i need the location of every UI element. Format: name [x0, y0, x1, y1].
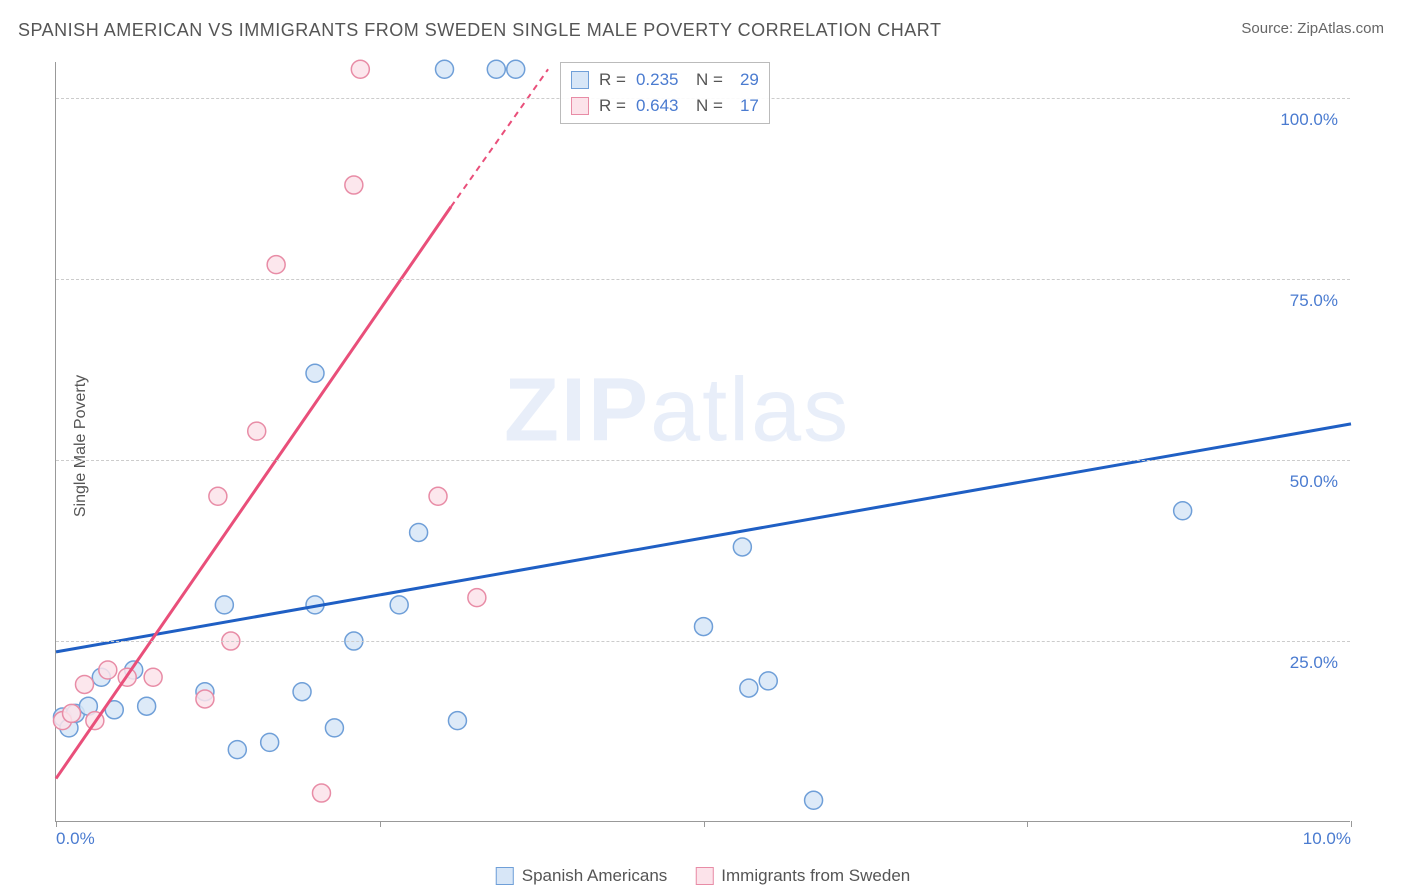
legend-swatch: [571, 97, 589, 115]
r-label: R =: [599, 67, 626, 93]
data-point: [215, 596, 233, 614]
legend-swatch: [695, 867, 713, 885]
series-legend: Spanish Americans Immigrants from Sweden: [496, 866, 910, 886]
data-point: [75, 675, 93, 693]
data-point: [759, 672, 777, 690]
data-point: [436, 60, 454, 78]
source-link[interactable]: ZipAtlas.com: [1297, 20, 1384, 37]
data-point: [695, 618, 713, 636]
n-value: 17: [733, 93, 759, 119]
data-point: [345, 176, 363, 194]
gridline: [56, 460, 1350, 461]
data-point: [351, 60, 369, 78]
data-point: [293, 683, 311, 701]
source-label: Source:: [1241, 20, 1297, 37]
source-attribution: Source: ZipAtlas.com: [1241, 20, 1384, 37]
y-tick-label: 50.0%: [1290, 472, 1338, 492]
r-value: 0.235: [636, 67, 686, 93]
y-tick-label: 100.0%: [1280, 110, 1338, 130]
trend-line-dashed: [451, 69, 548, 207]
n-value: 29: [733, 67, 759, 93]
stats-row: R = 0.235 N = 29: [571, 67, 759, 93]
data-point: [248, 422, 266, 440]
data-point: [805, 791, 823, 809]
legend-label: Immigrants from Sweden: [721, 866, 910, 885]
data-point: [740, 679, 758, 697]
data-point: [144, 668, 162, 686]
data-point: [410, 523, 428, 541]
data-point: [468, 589, 486, 607]
data-point: [196, 690, 214, 708]
data-point: [63, 704, 81, 722]
legend-swatch: [496, 867, 514, 885]
data-point: [448, 712, 466, 730]
stats-row: R = 0.643 N = 17: [571, 93, 759, 119]
gridline: [56, 641, 1350, 642]
data-point: [306, 364, 324, 382]
x-tick-mark: [704, 821, 705, 827]
data-point: [261, 733, 279, 751]
chart-title: SPANISH AMERICAN VS IMMIGRANTS FROM SWED…: [18, 20, 941, 41]
data-point: [228, 741, 246, 759]
n-label: N =: [696, 67, 723, 93]
x-tick-mark: [1027, 821, 1028, 827]
data-point: [138, 697, 156, 715]
legend-item: Immigrants from Sweden: [695, 866, 910, 886]
data-point: [209, 487, 227, 505]
x-tick-mark: [380, 821, 381, 827]
x-tick-mark: [56, 821, 57, 827]
stats-legend: R = 0.235 N = 29 R = 0.643 N = 17: [560, 62, 770, 124]
x-tick-label: 0.0%: [56, 829, 95, 849]
data-point: [507, 60, 525, 78]
r-label: R =: [599, 93, 626, 119]
data-point: [733, 538, 751, 556]
data-point: [312, 784, 330, 802]
y-tick-label: 75.0%: [1290, 291, 1338, 311]
data-point: [1174, 502, 1192, 520]
y-tick-label: 25.0%: [1290, 653, 1338, 673]
trend-line: [56, 207, 451, 779]
x-tick-label: 10.0%: [1303, 829, 1351, 849]
gridline: [56, 279, 1350, 280]
data-point: [99, 661, 117, 679]
data-point: [487, 60, 505, 78]
n-label: N =: [696, 93, 723, 119]
data-point: [390, 596, 408, 614]
x-tick-mark: [1351, 821, 1352, 827]
legend-item: Spanish Americans: [496, 866, 668, 886]
data-point: [429, 487, 447, 505]
legend-swatch: [571, 71, 589, 89]
r-value: 0.643: [636, 93, 686, 119]
legend-label: Spanish Americans: [522, 866, 668, 885]
data-point: [267, 256, 285, 274]
plot-area: ZIPatlas 25.0%50.0%75.0%100.0%0.0%10.0%: [55, 62, 1350, 822]
data-point: [325, 719, 343, 737]
chart-svg: [56, 62, 1350, 821]
